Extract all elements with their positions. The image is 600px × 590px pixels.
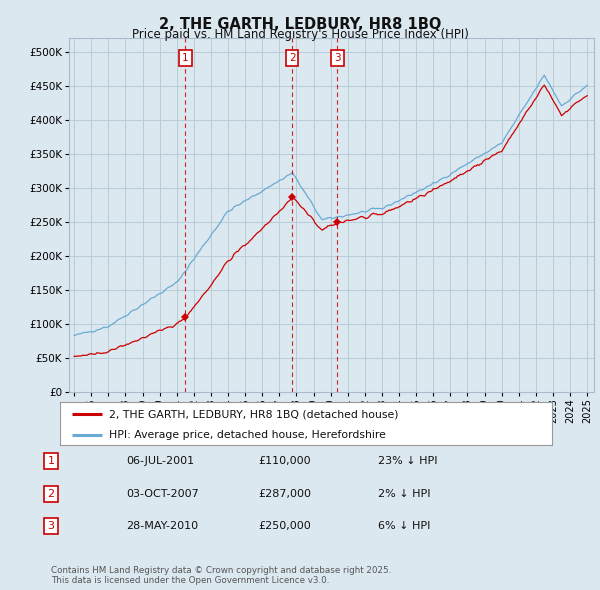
Text: £110,000: £110,000: [258, 457, 311, 466]
Text: 2: 2: [289, 53, 295, 63]
Text: HPI: Average price, detached house, Herefordshire: HPI: Average price, detached house, Here…: [109, 430, 386, 440]
Text: 2: 2: [47, 489, 55, 499]
Text: 3: 3: [334, 53, 341, 63]
Text: £287,000: £287,000: [258, 489, 311, 499]
Text: Price paid vs. HM Land Registry's House Price Index (HPI): Price paid vs. HM Land Registry's House …: [131, 28, 469, 41]
Text: Contains HM Land Registry data © Crown copyright and database right 2025.
This d: Contains HM Land Registry data © Crown c…: [51, 566, 391, 585]
Text: 2% ↓ HPI: 2% ↓ HPI: [378, 489, 431, 499]
Text: 6% ↓ HPI: 6% ↓ HPI: [378, 522, 430, 531]
Text: 06-JUL-2001: 06-JUL-2001: [126, 457, 194, 466]
Text: 28-MAY-2010: 28-MAY-2010: [126, 522, 198, 531]
Text: £250,000: £250,000: [258, 522, 311, 531]
Text: 2, THE GARTH, LEDBURY, HR8 1BQ: 2, THE GARTH, LEDBURY, HR8 1BQ: [159, 17, 441, 31]
Text: 23% ↓ HPI: 23% ↓ HPI: [378, 457, 437, 466]
Text: 1: 1: [182, 53, 188, 63]
Text: 2, THE GARTH, LEDBURY, HR8 1BQ (detached house): 2, THE GARTH, LEDBURY, HR8 1BQ (detached…: [109, 409, 398, 419]
Text: 3: 3: [47, 522, 55, 531]
Text: 03-OCT-2007: 03-OCT-2007: [126, 489, 199, 499]
Text: 1: 1: [47, 457, 55, 466]
